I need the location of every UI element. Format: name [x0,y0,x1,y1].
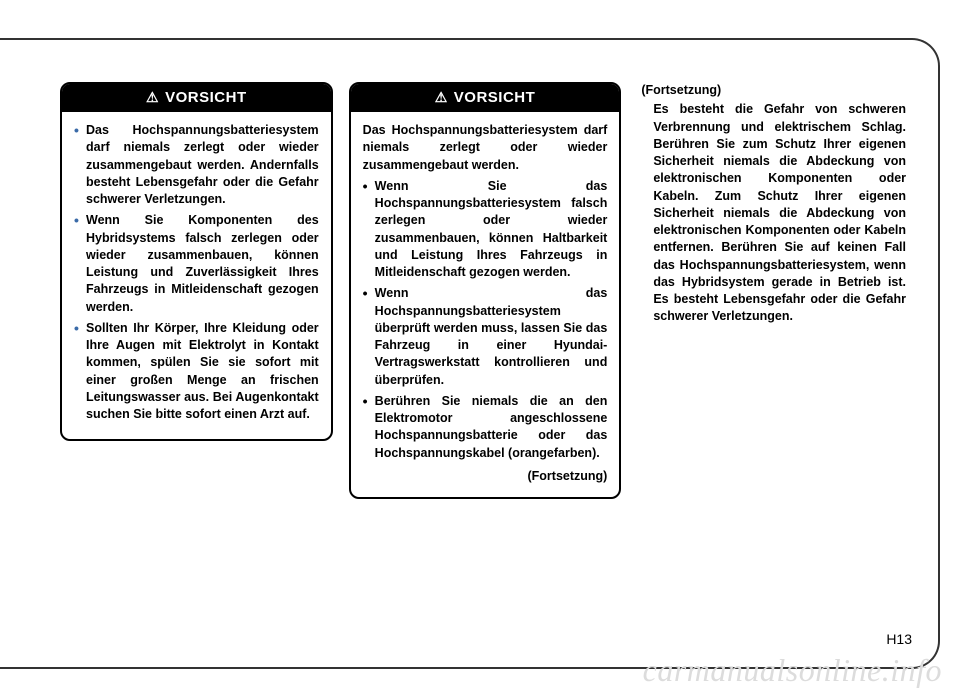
warning-body-1: Das Hochspannungsbatteriesystem darf nie… [62,112,331,439]
warning-title-1: VORSICHT [165,89,247,106]
warning2-intro: Das Hochspannungsbatteriesystem darf nie… [363,122,608,174]
warning2-item-2: Wenn das Hochspannungsbatteriesystem übe… [363,285,608,389]
column-1: ⚠ VORSICHT Das Hochspannungsbatteriesyste… [60,82,333,499]
page-number: H13 [886,631,912,647]
warning-header-2: ⚠ VORSICHT [351,84,620,112]
warning-box-2: ⚠ VORSICHT Das Hochspannungsbatteriesyste… [349,82,622,499]
column-2: ⚠ VORSICHT Das Hochspannungsbatteriesyste… [349,82,622,499]
warning2-item-1: Wenn Sie das Hochspannungsbatteriesystem… [363,178,608,282]
continued-label-bottom: (Fortsetzung) [363,468,608,485]
warning1-item-2: Wenn Sie Komponenten des Hybridsystems f… [74,212,319,316]
warning-triangle-icon: ⚠ [146,89,159,106]
warning-body-2: Das Hochspannungsbatteriesystem darf nie… [351,112,620,497]
continuation-body: Es besteht die Gefahr von schweren Verbr… [641,101,906,325]
content-columns: ⚠ VORSICHT Das Hochspannungsbatteriesyste… [60,82,910,499]
watermark-text: carmanualsonline.info [643,652,942,689]
warning2-item-3: Berühren Sie niemals die an den Elektrom… [363,393,608,462]
warning1-item-3: Sollten Ihr Körper, Ihre Kleidung oder I… [74,320,319,424]
warning-box-1: ⚠ VORSICHT Das Hochspannungsbatteriesyste… [60,82,333,441]
warning-title-2: VORSICHT [454,89,536,106]
continuation-text-block: (Fortsetzung) Es besteht die Gefahr von … [637,82,910,326]
continued-label-top: (Fortsetzung) [641,82,906,99]
warning-triangle-icon: ⚠ [435,89,448,106]
warning-header-1: ⚠ VORSICHT [62,84,331,112]
column-3: (Fortsetzung) Es besteht die Gefahr von … [637,82,910,499]
warning1-item-1: Das Hochspannungsbatteriesystem darf nie… [74,122,319,208]
